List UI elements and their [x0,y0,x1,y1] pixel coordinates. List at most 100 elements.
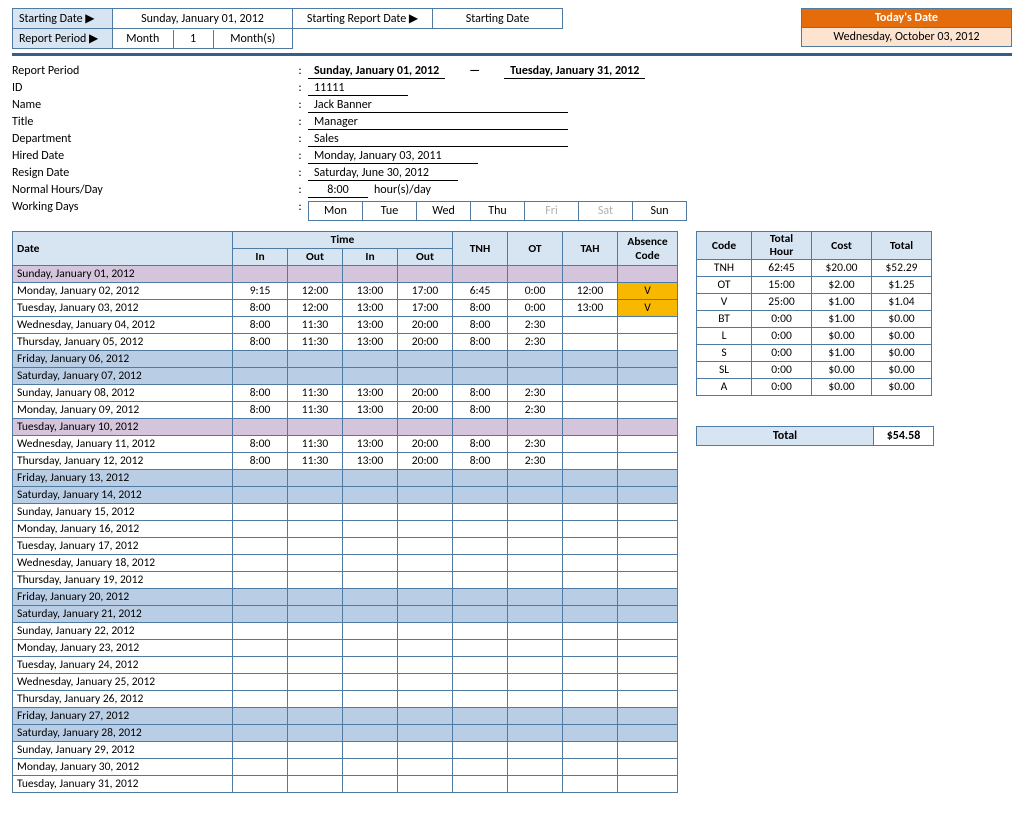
resign-value[interactable]: Saturday, June 30, 2012 [308,166,458,181]
ot-cell[interactable] [508,708,563,725]
out1-cell[interactable] [288,657,343,674]
out2-cell[interactable]: 17:00 [398,283,453,300]
out2-cell[interactable] [398,674,453,691]
ot-cell[interactable] [508,368,563,385]
abs-cell[interactable] [618,317,678,334]
tnh-cell[interactable] [453,504,508,521]
out2-cell[interactable] [398,759,453,776]
ot-cell[interactable]: 0:00 [508,283,563,300]
out2-cell[interactable] [398,691,453,708]
tnh-cell[interactable] [453,606,508,623]
tnh-cell[interactable] [453,538,508,555]
abs-cell[interactable] [618,555,678,572]
out2-cell[interactable] [398,623,453,640]
tnh-cell[interactable]: 8:00 [453,436,508,453]
in1-cell[interactable] [233,504,288,521]
in1-cell[interactable] [233,776,288,793]
out1-cell[interactable]: 12:00 [288,283,343,300]
abs-cell[interactable] [618,572,678,589]
tnh-cell[interactable] [453,691,508,708]
in1-cell[interactable] [233,623,288,640]
tah-cell[interactable] [563,708,618,725]
out2-cell[interactable] [398,606,453,623]
abs-cell[interactable] [618,640,678,657]
out2-cell[interactable] [398,555,453,572]
out2-cell[interactable] [398,504,453,521]
title-value[interactable]: Manager [308,115,568,130]
out1-cell[interactable] [288,623,343,640]
ot-cell[interactable] [508,589,563,606]
out2-cell[interactable] [398,470,453,487]
out1-cell[interactable] [288,640,343,657]
tnh-cell[interactable] [453,470,508,487]
in2-cell[interactable]: 13:00 [343,436,398,453]
ot-cell[interactable] [508,521,563,538]
in1-cell[interactable] [233,351,288,368]
tnh-cell[interactable]: 6:45 [453,283,508,300]
tnh-cell[interactable]: 8:00 [453,317,508,334]
name-value[interactable]: Jack Banner [308,98,568,113]
tnh-cell[interactable] [453,623,508,640]
tnh-cell[interactable]: 8:00 [453,300,508,317]
out1-cell[interactable]: 11:30 [288,317,343,334]
in2-cell[interactable] [343,725,398,742]
tah-cell[interactable] [563,742,618,759]
abs-cell[interactable] [618,436,678,453]
weekday-tue[interactable]: Tue [363,202,417,221]
tah-cell[interactable] [563,691,618,708]
in1-cell[interactable]: 8:00 [233,436,288,453]
tah-cell[interactable] [563,725,618,742]
weekday-sat[interactable]: Sat [579,202,633,221]
ot-cell[interactable]: 2:30 [508,436,563,453]
ot-cell[interactable] [508,555,563,572]
out1-cell[interactable] [288,419,343,436]
in1-cell[interactable] [233,759,288,776]
tah-cell[interactable] [563,555,618,572]
in1-cell[interactable]: 8:00 [233,334,288,351]
report-period-value[interactable]: Month 1 Month(s) [113,29,293,49]
in1-cell[interactable] [233,538,288,555]
out1-cell[interactable] [288,504,343,521]
ot-cell[interactable] [508,504,563,521]
in1-cell[interactable] [233,589,288,606]
tah-cell[interactable] [563,487,618,504]
in2-cell[interactable] [343,606,398,623]
hired-value[interactable]: Monday, January 03, 2011 [308,149,478,164]
tnh-cell[interactable]: 8:00 [453,385,508,402]
tah-cell[interactable] [563,674,618,691]
out2-cell[interactable] [398,368,453,385]
tah-cell[interactable] [563,351,618,368]
ot-cell[interactable] [508,606,563,623]
ot-cell[interactable] [508,640,563,657]
tnh-cell[interactable] [453,708,508,725]
tnh-cell[interactable] [453,725,508,742]
weekday-thu[interactable]: Thu [471,202,525,221]
ot-cell[interactable]: 2:30 [508,317,563,334]
tnh-cell[interactable] [453,521,508,538]
in1-cell[interactable] [233,266,288,283]
in2-cell[interactable]: 13:00 [343,385,398,402]
tnh-cell[interactable] [453,674,508,691]
normhrs-value[interactable]: 8:00 [308,183,368,198]
out2-cell[interactable] [398,776,453,793]
starting-date-value[interactable]: Sunday, January 01, 2012 [113,9,293,29]
in2-cell[interactable] [343,674,398,691]
tah-cell[interactable]: 13:00 [563,300,618,317]
ot-cell[interactable] [508,351,563,368]
tah-cell[interactable] [563,640,618,657]
out1-cell[interactable] [288,674,343,691]
out2-cell[interactable] [398,351,453,368]
weekday-fri[interactable]: Fri [525,202,579,221]
in2-cell[interactable]: 13:00 [343,300,398,317]
in2-cell[interactable]: 13:00 [343,283,398,300]
out1-cell[interactable] [288,691,343,708]
out1-cell[interactable] [288,606,343,623]
tnh-cell[interactable] [453,487,508,504]
in2-cell[interactable] [343,538,398,555]
in2-cell[interactable] [343,759,398,776]
tnh-cell[interactable] [453,657,508,674]
in1-cell[interactable] [233,657,288,674]
out2-cell[interactable]: 20:00 [398,334,453,351]
out2-cell[interactable] [398,487,453,504]
in1-cell[interactable]: 8:00 [233,385,288,402]
